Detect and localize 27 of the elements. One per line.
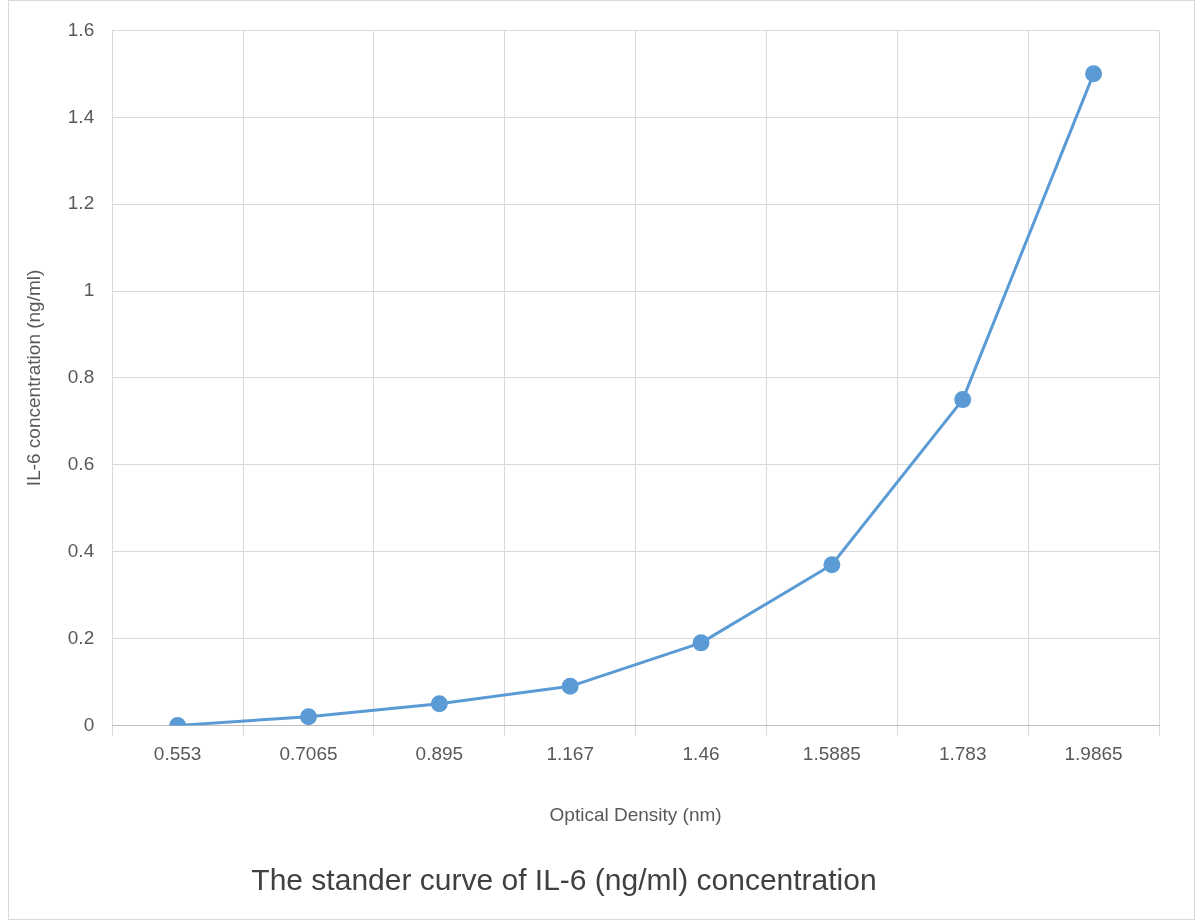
point: [430, 695, 448, 713]
x-tick-label: 1.5885: [802, 743, 861, 765]
y-tick-label: 0.2: [67, 626, 95, 648]
y-tick-label: 0.8: [67, 366, 95, 388]
y-tick-label: 0.6: [67, 453, 95, 475]
point: [299, 708, 317, 726]
y-tick-label: 0.4: [67, 539, 95, 561]
text: The stander curve of IL-6 (ng/ml) concentration: [250, 863, 878, 897]
x-tick-label: 1.167: [546, 743, 594, 765]
x-tick-label: 0.553: [153, 743, 202, 765]
point: [561, 677, 579, 695]
point: [823, 556, 841, 574]
point: [1085, 65, 1103, 83]
y-axis-title: IL-6 concentration (ng/ml): [22, 269, 44, 487]
y-tick-label: 1.6: [67, 18, 95, 40]
x-tick-label: 0.7065: [279, 743, 338, 765]
x-tick-label: 1.9865: [1064, 743, 1123, 765]
x-tick-label: 0.895: [415, 743, 464, 765]
x-axis-title: Optical Density (nm): [549, 803, 722, 825]
point: [954, 391, 972, 409]
y-tick-label: 0: [83, 713, 95, 735]
point: [692, 634, 710, 652]
x-tick-label: 1.783: [938, 743, 987, 765]
x-tick-label: 1.46: [682, 743, 720, 765]
y-tick-label: 1: [83, 279, 95, 301]
y-tick-label: 1.2: [67, 192, 95, 214]
y-tick-label: 1.4: [67, 105, 95, 127]
